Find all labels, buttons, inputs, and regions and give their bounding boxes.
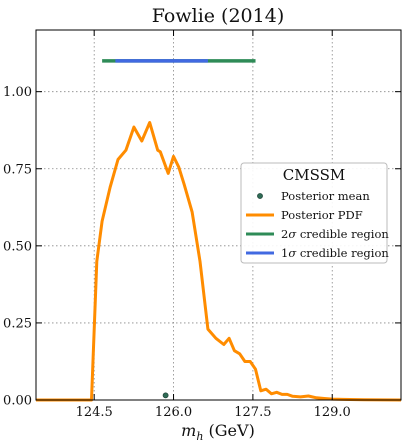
posterior-mean-point	[162, 392, 169, 399]
ticks: 124.5 126.0 127.5 129.0 0.00 0.25 0.50 0.75 1.00	[3, 30, 401, 420]
y-tick-label: 0.75	[3, 162, 32, 177]
x-tick-label: 129.0	[314, 405, 351, 420]
x-tick-label: 126.0	[155, 405, 192, 420]
legend: CMSSM Posterior mean Posterior PDF 2σ credi…	[240, 162, 389, 264]
x-tick-label: 127.5	[234, 405, 271, 420]
legend-box	[240, 162, 388, 264]
legend-entry-label: 2σ credible region	[281, 227, 389, 241]
y-tick-label: 0.00	[3, 394, 32, 409]
legend-entry-label: Posterior mean	[281, 189, 370, 203]
series-layer	[36, 59, 402, 402]
y-tick-label: 1.00	[3, 85, 32, 100]
y-tick-label: 0.50	[3, 239, 32, 254]
legend-title: CMSSM	[283, 166, 345, 184]
x-axis-label: mh (GeV)	[181, 421, 255, 443]
y-tick-label: 0.25	[3, 316, 32, 331]
legend-marker-posterior-mean	[257, 193, 263, 199]
posterior-pdf-line	[36, 121, 402, 402]
x-tick-label: 124.5	[76, 405, 113, 420]
chart-title: Fowlie (2014)	[152, 5, 284, 27]
plot-frame	[35, 29, 402, 401]
legend-entry-label: 1σ credible region	[281, 246, 389, 260]
legend-entry-label: Posterior PDF	[281, 208, 363, 222]
